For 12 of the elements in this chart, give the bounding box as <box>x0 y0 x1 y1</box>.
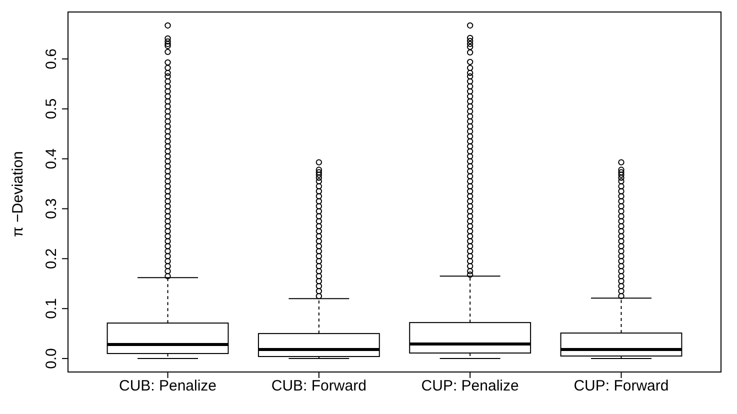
y-tick-label: 0.0 <box>43 348 60 369</box>
y-tick-label: 0.5 <box>43 98 60 120</box>
y-tick-label: 0.1 <box>43 298 60 320</box>
y-tick-label: 0.4 <box>43 148 60 170</box>
x-tick-label: CUB: Penalize <box>118 378 217 395</box>
x-tick-label: CUB: Forward <box>271 378 366 395</box>
y-tick-label: 0.3 <box>43 198 60 220</box>
x-tick-label: CUP: Forward <box>574 378 669 395</box>
y-tick-label: 0.6 <box>43 48 60 70</box>
y-axis-title: π −Deviation <box>9 151 26 237</box>
y-tick-label: 0.2 <box>43 248 60 270</box>
x-tick-label: CUP: Penalize <box>421 378 519 395</box>
